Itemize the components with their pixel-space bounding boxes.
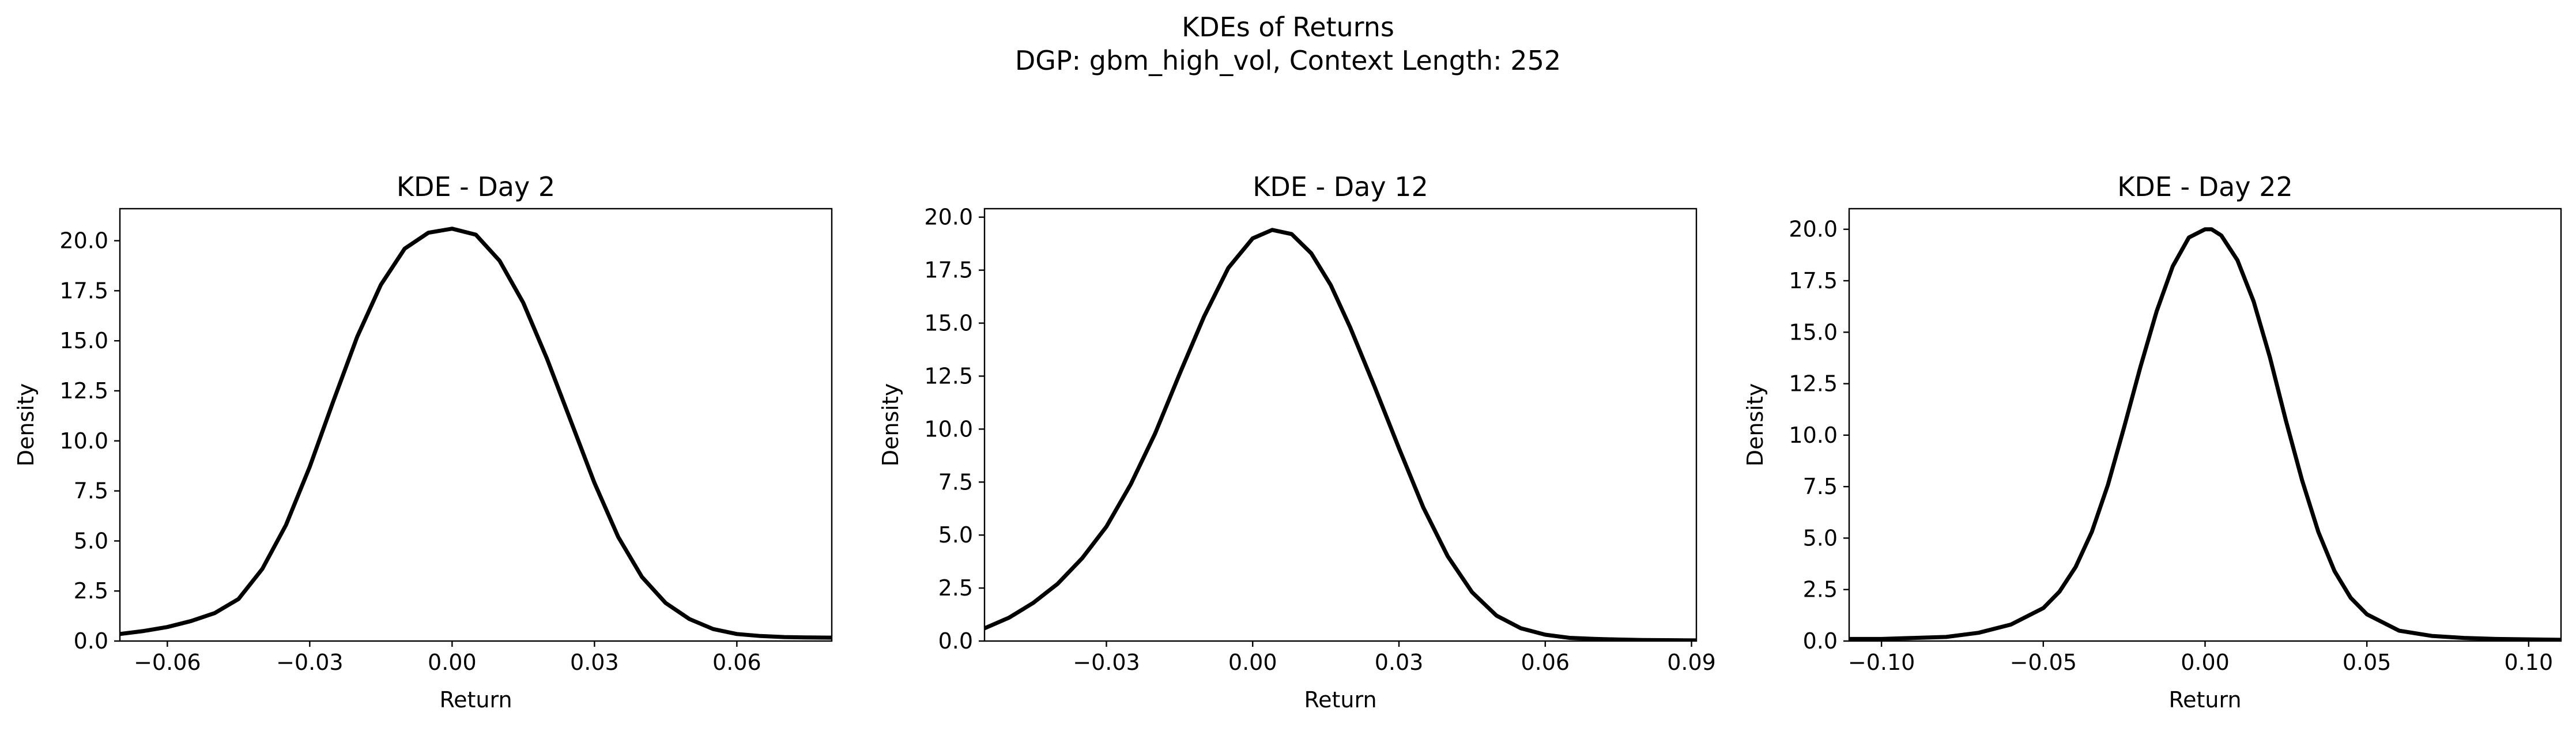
y-tick-label: 7.5 — [938, 469, 973, 495]
y-tick-label: 17.5 — [59, 278, 108, 303]
y-tick-label: 12.5 — [59, 378, 108, 404]
figure-title-line-2: DGP: gbm_high_vol, Context Length: 252 — [1014, 45, 1562, 76]
y-tick-label: 15.0 — [1789, 319, 1838, 345]
y-tick-label: 15.0 — [924, 311, 973, 336]
y-tick-label: 0.0 — [938, 628, 973, 654]
y-tick-label: 12.5 — [1789, 371, 1838, 397]
x-tick-label: 0.00 — [428, 650, 477, 675]
y-tick-label: 2.5 — [938, 575, 973, 601]
x-tick-label: 0.06 — [712, 650, 761, 675]
y-tick-label: 17.5 — [924, 258, 973, 283]
y-tick-label: 0.0 — [1803, 628, 1838, 654]
y-tick-label: 7.5 — [1803, 474, 1838, 499]
y-tick-label: 2.5 — [1803, 577, 1838, 602]
x-tick-label: 0.10 — [2505, 650, 2554, 675]
x-axis-label: Return — [2168, 687, 2241, 713]
axes-frame — [983, 208, 1698, 642]
y-tick-label: 7.5 — [74, 478, 108, 504]
subplot-title: KDE - Day 2 — [397, 171, 555, 202]
y-axis-label: Density — [1743, 383, 1768, 466]
axes-frame — [119, 208, 833, 642]
subplot-3: KDE - Day 22 −0.10 −0.05 0.00 0.05 0.10 0.0 2.5… — [1743, 171, 2562, 713]
axes-frame — [1848, 208, 2562, 642]
subplot-title: KDE - Day 22 — [2117, 171, 2292, 202]
x-axis-label: Return — [439, 687, 512, 713]
x-tick-label: 0.00 — [1228, 650, 1277, 675]
kde-line — [985, 228, 1696, 641]
subplot-1: KDE - Day 2 −0.06 −0.03 0.00 0.03 0.06 0.0 2.5 5… — [13, 171, 833, 713]
y-tick-label: 20.0 — [59, 228, 108, 254]
figure-title-line-1: KDEs of Returns — [1182, 12, 1394, 43]
y-axis-label: Density — [13, 383, 39, 466]
y-tick-label: 2.5 — [74, 578, 108, 604]
x-tick-label: 0.09 — [1667, 650, 1716, 675]
y-tick-label: 10.0 — [1789, 423, 1838, 448]
x-axis-label: Return — [1304, 687, 1376, 713]
x-tick-label: 0.05 — [2343, 650, 2392, 675]
x-tick-label: 0.03 — [570, 650, 619, 675]
y-tick-label: 10.0 — [924, 416, 973, 442]
subplot-2: KDE - Day 12 −0.03 0.00 0.03 0.06 0.09 0.0 2.5 5… — [878, 171, 1716, 713]
y-tick-label: 15.0 — [59, 328, 108, 353]
x-tick-label: −0.06 — [134, 650, 201, 675]
x-tick-label: −0.03 — [1073, 650, 1140, 675]
y-tick-label: 5.0 — [74, 528, 108, 553]
x-tick-label: 0.03 — [1375, 650, 1424, 675]
figure-title: KDEs of Returns DGP: gbm_high_vol, Conte… — [0, 10, 2576, 77]
x-tick-label: −0.10 — [1848, 650, 1915, 675]
y-tick-label: 20.0 — [924, 205, 973, 230]
x-tick-label: −0.05 — [2010, 650, 2077, 675]
y-tick-label: 20.0 — [1789, 217, 1838, 242]
kde-line — [120, 227, 832, 640]
x-tick-label: −0.03 — [276, 650, 343, 675]
subplot-title: KDE - Day 12 — [1253, 171, 1428, 202]
y-tick-label: 5.0 — [938, 522, 973, 548]
y-tick-label: 17.5 — [1789, 268, 1838, 293]
x-tick-label: 0.00 — [2181, 650, 2230, 675]
y-tick-label: 10.0 — [59, 428, 108, 454]
y-tick-label: 12.5 — [924, 363, 973, 389]
x-tick-label: 0.06 — [1521, 650, 1570, 675]
y-axis-label: Density — [878, 383, 903, 466]
kde-line — [1849, 227, 2561, 641]
y-tick-label: 5.0 — [1803, 525, 1838, 551]
y-tick-label: 0.0 — [74, 628, 108, 654]
